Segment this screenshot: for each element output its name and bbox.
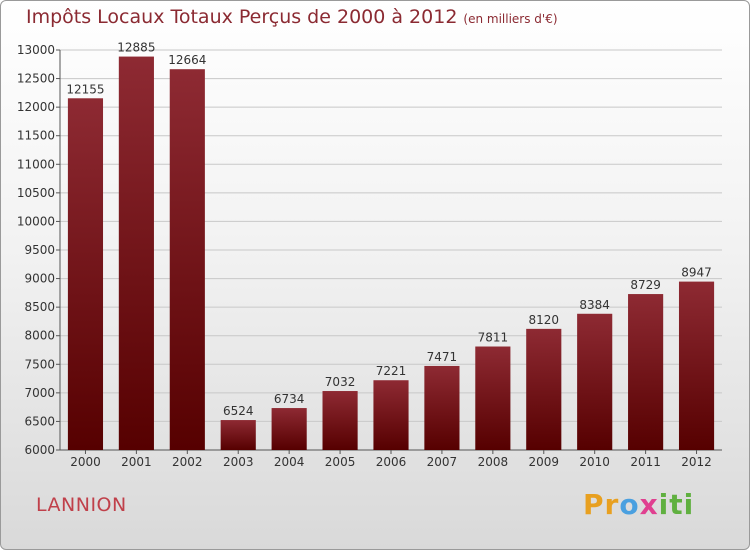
x-tick-label-2009: 2009 bbox=[528, 455, 559, 469]
bar-2009 bbox=[526, 328, 562, 450]
bar-2002 bbox=[169, 69, 205, 450]
x-tick-label-2005: 2005 bbox=[325, 455, 356, 469]
data-label-2010: 8384 bbox=[579, 298, 610, 312]
chart-subtitle: (en milliers d'€) bbox=[463, 12, 558, 26]
y-tick-label: 10000 bbox=[17, 214, 55, 228]
y-tick-label: 6000 bbox=[24, 443, 55, 457]
data-label-2011: 8729 bbox=[630, 278, 661, 292]
y-tick-label: 7500 bbox=[24, 357, 55, 371]
y-tick-label: 11000 bbox=[17, 157, 55, 171]
bar-2007 bbox=[424, 365, 460, 450]
x-tick-label-2011: 2011 bbox=[630, 455, 661, 469]
y-tick-label: 10500 bbox=[17, 186, 55, 200]
x-tick-label-2008: 2008 bbox=[478, 455, 509, 469]
bar-2011 bbox=[628, 294, 664, 450]
x-tick-label-2010: 2010 bbox=[579, 455, 610, 469]
y-tick-label: 12000 bbox=[17, 100, 55, 114]
data-label-2007: 7471 bbox=[427, 350, 458, 364]
data-label-2012: 8947 bbox=[681, 266, 712, 280]
data-label-2009: 8120 bbox=[528, 313, 559, 327]
labels: 12155 2000 12885 2001 12664 2002 6524 2003 6734 2… bbox=[66, 41, 711, 469]
x-tick-label-2000: 2000 bbox=[70, 455, 101, 469]
data-label-2004: 6734 bbox=[274, 392, 305, 406]
data-label-2008: 7811 bbox=[478, 331, 509, 345]
y-tick-label: 6500 bbox=[24, 414, 55, 428]
y-tick-label: 11500 bbox=[17, 129, 55, 143]
x-tick-label-2002: 2002 bbox=[172, 455, 203, 469]
data-label-2000: 12155 bbox=[66, 82, 104, 96]
bar-2012 bbox=[678, 281, 715, 450]
x-tick-label-2012: 2012 bbox=[681, 455, 712, 469]
commune-name: LANNION bbox=[36, 494, 127, 516]
y-tick-label: 9000 bbox=[24, 272, 55, 286]
bar-2006 bbox=[373, 380, 409, 450]
bar-2004 bbox=[271, 408, 307, 450]
bar-2010 bbox=[577, 313, 613, 450]
y-tick-label: 7000 bbox=[24, 386, 55, 400]
y-tick-label: 9500 bbox=[24, 243, 55, 257]
chart-title: Impôts Locaux Totaux Perçus de 2000 à 20… bbox=[26, 6, 558, 28]
bar-2000 bbox=[67, 98, 104, 451]
y-tick-label: 8500 bbox=[24, 300, 55, 314]
proxiti-logo: Proxiti bbox=[583, 488, 695, 521]
bar-2005 bbox=[322, 391, 358, 450]
data-label-2002: 12664 bbox=[168, 53, 206, 67]
bar-2008 bbox=[475, 346, 511, 450]
bars bbox=[67, 56, 715, 451]
data-label-2005: 7032 bbox=[325, 375, 356, 389]
y-tick-label: 8000 bbox=[24, 329, 55, 343]
title-text: Impôts Locaux Totaux Perçus de 2000 à 20… bbox=[26, 6, 458, 28]
data-label-2001: 12885 bbox=[117, 41, 155, 55]
y-tick-label: 13000 bbox=[17, 43, 55, 57]
data-label-2006: 7221 bbox=[376, 364, 407, 378]
x-tick-label-2006: 2006 bbox=[376, 455, 407, 469]
bar-2001 bbox=[118, 56, 154, 450]
data-label-2003: 6524 bbox=[223, 404, 254, 418]
bar-2003 bbox=[220, 420, 256, 450]
y-tick-label: 12500 bbox=[17, 72, 55, 86]
x-tick-label-2004: 2004 bbox=[274, 455, 305, 469]
x-tick-label-2001: 2001 bbox=[121, 455, 152, 469]
x-tick-label-2003: 2003 bbox=[223, 455, 254, 469]
x-tick-label-2007: 2007 bbox=[427, 455, 458, 469]
